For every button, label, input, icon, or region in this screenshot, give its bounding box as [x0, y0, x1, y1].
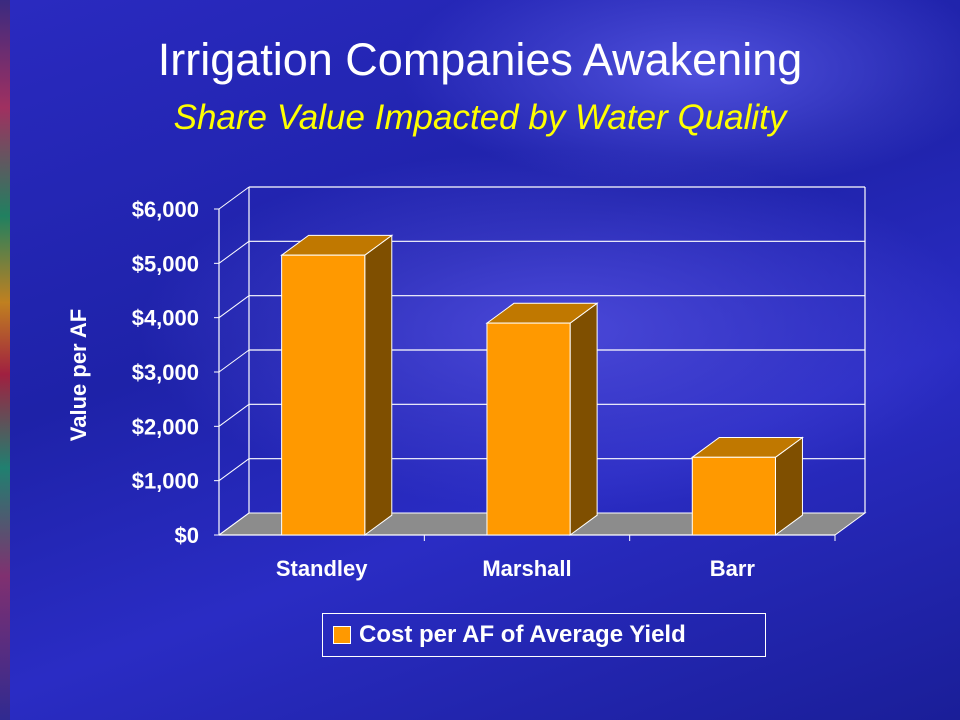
- slide-subtitle: Share Value Impacted by Water Quality: [173, 98, 787, 137]
- y-tick-label: $3,000: [132, 360, 199, 385]
- y-tick-label: $6,000: [132, 197, 199, 222]
- y-tick-label: $1,000: [132, 469, 199, 494]
- bar-side: [364, 234, 393, 536]
- legend-swatch: [333, 626, 351, 644]
- bar-side: [569, 302, 598, 536]
- y-tick-label: $2,000: [132, 414, 199, 439]
- side-gridline: [218, 240, 250, 264]
- x-tick-label: Marshall: [482, 556, 571, 581]
- side-gridline: [218, 512, 250, 536]
- bar-front: [691, 456, 776, 536]
- x-tick-label: Standley: [276, 556, 368, 581]
- side-gridline: [218, 186, 250, 210]
- slide-title: Irrigation Companies Awakening: [157, 34, 803, 85]
- y-tick-label: $4,000: [132, 306, 199, 331]
- bar-barr: [690, 436, 804, 536]
- decorative-strip: [0, 0, 10, 720]
- legend: Cost per AF of Average Yield: [322, 613, 766, 657]
- side-gridline: [218, 349, 250, 373]
- y-axis-title: Value per AF: [66, 309, 91, 441]
- bar-front: [281, 254, 366, 536]
- y-tick-label: $5,000: [132, 251, 199, 276]
- y-tick-label: $0: [175, 523, 199, 548]
- legend-label: Cost per AF of Average Yield: [359, 621, 686, 648]
- x-tick-label: Barr: [710, 556, 756, 581]
- bar-standley: [280, 234, 394, 536]
- bar-marshall: [485, 302, 599, 536]
- bar-front: [486, 322, 571, 536]
- side-gridline: [218, 295, 250, 319]
- side-gridline: [218, 458, 250, 482]
- side-gridline: [218, 403, 250, 427]
